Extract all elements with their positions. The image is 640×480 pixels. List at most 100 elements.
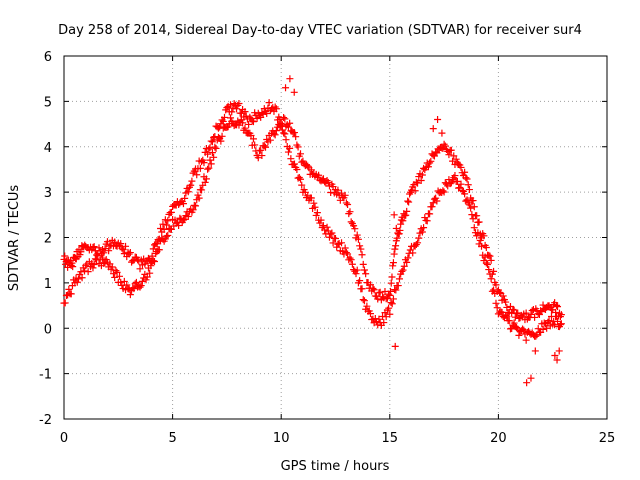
data-point-marker (404, 197, 412, 205)
data-point-marker (478, 242, 486, 250)
data-point-marker (262, 143, 270, 151)
data-point-marker (515, 331, 523, 339)
data-point-marker (482, 259, 490, 267)
data-point-marker (122, 242, 130, 250)
data-point-marker (545, 317, 553, 325)
data-point-marker (163, 232, 171, 240)
data-point-marker (181, 215, 189, 223)
data-point-marker (469, 215, 477, 223)
data-point-marker (522, 336, 530, 344)
data-point-marker (71, 254, 79, 262)
y-tick-label: 0 (44, 322, 52, 337)
data-point-marker (210, 153, 218, 161)
data-point-marker (272, 127, 280, 135)
data-point-marker (206, 144, 214, 152)
data-point-marker (491, 289, 499, 297)
data-point-marker (344, 201, 352, 209)
data-point-marker (465, 201, 473, 209)
data-point-marker (207, 137, 215, 145)
data-point-marker (118, 244, 126, 252)
data-point-marker (67, 290, 75, 298)
data-point-marker (412, 178, 420, 186)
data-point-marker (297, 150, 305, 158)
data-point-marker (457, 163, 465, 171)
data-point-marker (304, 162, 312, 170)
data-point-marker (155, 246, 163, 254)
data-point-marker (227, 114, 235, 122)
data-point-marker (470, 203, 478, 211)
data-point-marker (212, 144, 220, 152)
data-point-marker (99, 254, 107, 262)
data-point-marker (523, 379, 531, 387)
data-point-marker (555, 347, 563, 355)
data-point-marker (196, 164, 204, 172)
data-point-marker (280, 114, 288, 122)
data-point-marker (503, 303, 511, 311)
y-axis-label: SDTVAR / TECUs (7, 185, 22, 292)
data-point-marker (527, 310, 535, 318)
data-point-marker (492, 281, 500, 289)
data-point-marker (348, 260, 356, 268)
data-point-marker (426, 210, 434, 218)
data-point-marker (108, 263, 116, 271)
data-point-marker (113, 268, 121, 276)
data-points-layer (60, 75, 565, 387)
data-point-marker (160, 225, 168, 233)
data-point-marker (527, 374, 535, 382)
data-point-marker (473, 212, 481, 220)
data-point-marker (540, 319, 548, 327)
data-point-marker (90, 243, 98, 251)
data-point-marker (101, 245, 109, 253)
data-point-marker (420, 224, 428, 232)
data-point-marker (463, 175, 471, 183)
data-point-marker (356, 277, 364, 285)
data-point-marker (400, 262, 408, 270)
data-point-marker (539, 325, 547, 333)
y-tick-label: 5 (44, 95, 52, 110)
data-point-marker (519, 325, 527, 333)
data-point-marker (462, 174, 470, 182)
data-point-marker (164, 231, 172, 239)
data-point-marker (360, 266, 368, 274)
data-point-marker (371, 315, 379, 323)
data-point-marker (298, 181, 306, 189)
data-point-marker (440, 188, 448, 196)
data-point-marker (290, 160, 298, 168)
x-tick-label: 5 (168, 431, 176, 446)
data-point-marker (317, 216, 325, 224)
data-point-marker (144, 254, 152, 262)
data-point-marker (126, 291, 134, 299)
data-point-marker (480, 232, 488, 240)
data-point-marker (208, 138, 216, 146)
data-point-marker (387, 279, 395, 287)
data-point-marker (461, 190, 469, 198)
data-point-marker (557, 320, 565, 328)
data-point-marker (292, 133, 300, 141)
data-point-marker (414, 179, 422, 187)
y-tick-label: 1 (44, 277, 52, 292)
data-point-marker (249, 118, 257, 126)
data-point-marker (366, 310, 374, 318)
data-point-marker (374, 295, 382, 303)
data-point-marker (195, 194, 203, 202)
x-tick-label: 25 (599, 431, 616, 446)
data-point-marker (341, 244, 349, 252)
data-point-marker (151, 257, 158, 265)
data-point-marker (249, 135, 257, 143)
data-point-marker (496, 289, 504, 297)
data-point-marker (470, 224, 478, 232)
data-point-marker (187, 181, 195, 189)
data-point-marker (434, 116, 442, 124)
data-point-marker (391, 245, 399, 253)
data-point-marker (465, 186, 473, 194)
data-point-marker (481, 253, 489, 261)
data-point-marker (111, 238, 119, 246)
data-point-marker (201, 178, 209, 186)
data-point-marker (370, 286, 378, 294)
data-point-marker (175, 222, 183, 230)
data-point-marker (207, 160, 215, 168)
data-point-marker (545, 302, 553, 310)
data-point-marker (553, 312, 561, 320)
data-point-marker (389, 262, 397, 270)
